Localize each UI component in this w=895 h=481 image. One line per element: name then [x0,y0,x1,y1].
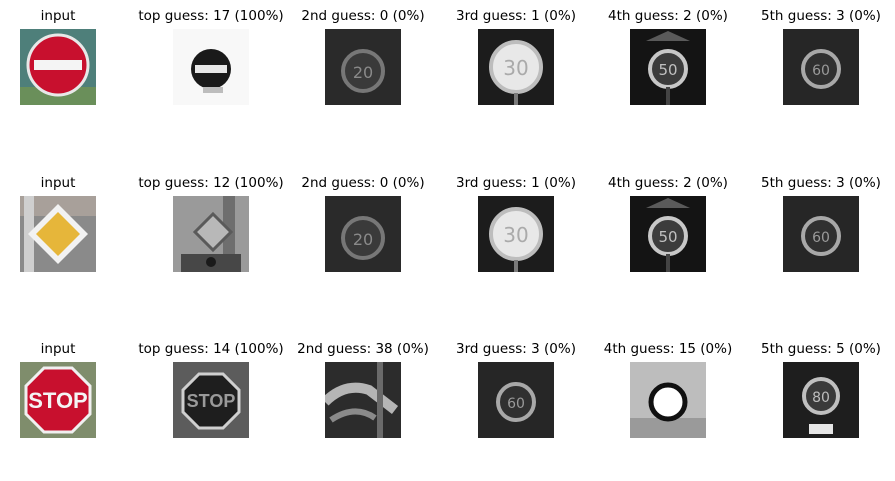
guess-title: top guess: 14 (100%) [138,341,284,357]
svg-text:STOP: STOP [187,391,236,411]
guess-sign-image [173,196,249,272]
svg-text:60: 60 [507,396,525,412]
guess-title: 5th guess: 3 (0%) [761,175,881,191]
guess-title: 2nd guess: 38 (0%) [297,341,429,357]
guess-sign-image: 60 [783,29,859,105]
svg-text:STOP: STOP [28,388,88,413]
guess-sign-image: 20 [325,196,401,272]
input-sign-image: STOP [20,362,96,438]
guess-sign-image: 60 [478,362,554,438]
guess-sign-image: 20 [325,29,401,105]
guess-title: 3rd guess: 1 (0%) [456,8,576,24]
guess-sign-image: 30 [478,29,554,105]
guess-sign-image: 50 [630,196,706,272]
input-title: input [40,175,76,191]
input-sign-image [20,196,96,272]
guess-title: top guess: 17 (100%) [138,8,284,24]
input-title: input [40,341,76,357]
svg-text:50: 50 [658,61,677,79]
guess-sign-image: 80 [783,362,859,438]
guess-sign-image: 60 [783,196,859,272]
guess-title: 2nd guess: 0 (0%) [301,175,425,191]
guess-sign-image: 50 [630,29,706,105]
input-title: input [40,8,76,24]
svg-text:60: 60 [812,63,830,79]
svg-text:50: 50 [658,228,677,246]
guess-sign-image [325,362,401,438]
svg-text:20: 20 [353,63,373,82]
guess-title: 4th guess: 15 (0%) [603,341,733,357]
guess-title: 3rd guess: 3 (0%) [456,341,576,357]
svg-text:20: 20 [353,230,373,249]
guess-title: 5th guess: 5 (0%) [761,341,881,357]
guess-title: 2nd guess: 0 (0%) [301,8,425,24]
svg-text:80: 80 [812,390,830,406]
guess-sign-image: 30 [478,196,554,272]
guess-sign-image: STOP [173,362,249,438]
guess-title: 5th guess: 3 (0%) [761,8,881,24]
svg-text:30: 30 [503,56,528,80]
guess-sign-image [630,362,706,438]
guess-title: 4th guess: 2 (0%) [608,175,728,191]
input-sign-image [20,29,96,105]
guess-title: 4th guess: 2 (0%) [608,8,728,24]
guess-sign-image [173,29,249,105]
guess-title: top guess: 12 (100%) [138,175,284,191]
svg-text:30: 30 [503,223,528,247]
guess-title: 3rd guess: 1 (0%) [456,175,576,191]
svg-text:60: 60 [812,230,830,246]
